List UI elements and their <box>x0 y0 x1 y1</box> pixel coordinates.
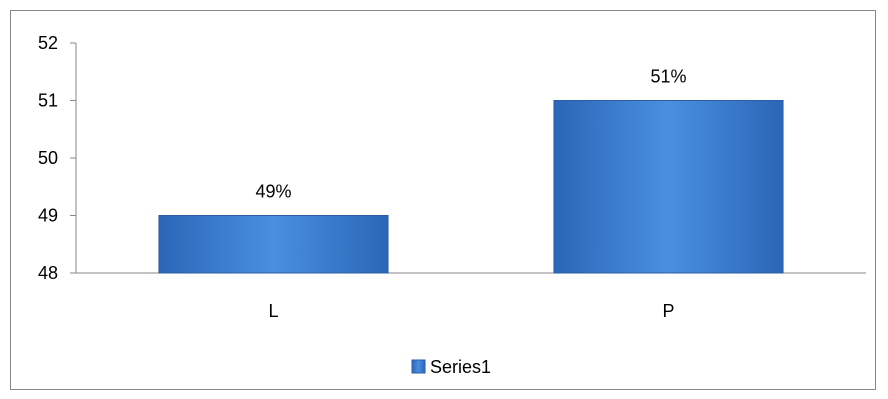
bar-p <box>553 100 784 274</box>
bar-l <box>158 215 389 274</box>
y-tick-label: 48 <box>38 263 58 283</box>
y-tick-label: 52 <box>38 33 58 53</box>
y-tick-label: 50 <box>38 148 58 168</box>
data-label-p: 51% <box>650 67 686 87</box>
x-category-label: L <box>268 301 278 321</box>
y-tick-label: 51 <box>38 91 58 111</box>
legend-swatch <box>411 359 426 374</box>
bars: 49% 51% <box>158 67 784 274</box>
y-tick-label: 49 <box>38 206 58 226</box>
y-ticks: 48 49 50 51 52 <box>38 33 76 283</box>
legend-series-name: Series1 <box>430 357 491 377</box>
legend: Series1 <box>411 357 491 377</box>
data-label-l: 49% <box>255 182 291 202</box>
x-category-label: P <box>662 301 674 321</box>
